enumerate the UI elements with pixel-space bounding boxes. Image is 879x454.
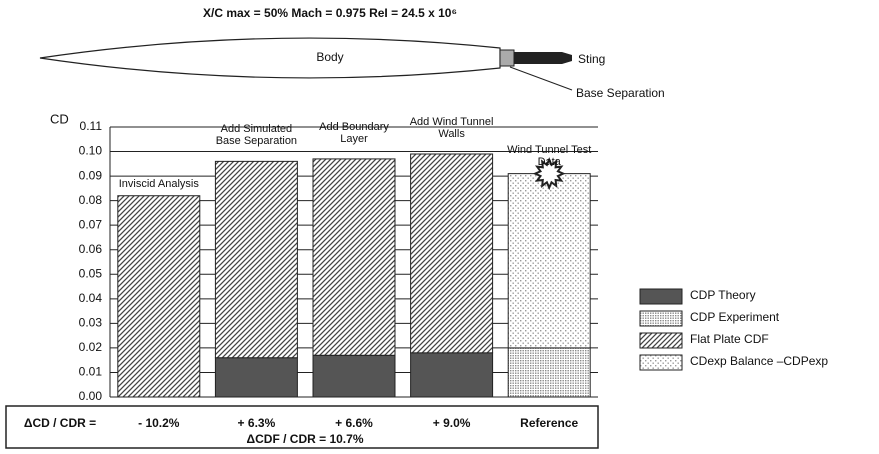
conditions: X/C max = 50% Mach = 0.975 ReI = 24.5 x … xyxy=(203,6,457,20)
legend-swatch xyxy=(639,354,683,371)
category-label: Add Boundary Layer xyxy=(319,120,389,145)
delta-box xyxy=(5,405,599,449)
bar-segment xyxy=(117,195,201,398)
base-separation-label: Base Separation xyxy=(576,86,665,100)
y-tick-label: 0.08 xyxy=(79,193,103,207)
delta-value: + 6.3% xyxy=(238,416,276,430)
legend-swatch xyxy=(639,332,683,349)
pointer-line xyxy=(509,66,573,91)
bar-segment xyxy=(507,173,591,349)
legend-label: CDexp Balance –CDPexp xyxy=(690,354,828,368)
legend-label: CDP Theory xyxy=(690,288,756,302)
sting-label: Sting xyxy=(578,52,605,66)
legend-swatch xyxy=(639,288,683,305)
bar-segment xyxy=(410,153,494,354)
delta-value: Reference xyxy=(520,416,578,430)
y-tick-label: 0.06 xyxy=(79,242,103,256)
burst-marker xyxy=(532,157,566,191)
bar-segment xyxy=(214,357,298,398)
legend-swatch xyxy=(639,310,683,327)
y-tick-label: 0.01 xyxy=(79,365,103,379)
y-axis-label: CD xyxy=(50,111,69,126)
delta-value: + 6.6% xyxy=(335,416,373,430)
y-tick-label: 0.10 xyxy=(79,144,103,158)
bar-segment xyxy=(214,160,298,359)
sting-tip xyxy=(562,52,572,64)
body-shape xyxy=(39,37,501,79)
bar-segment xyxy=(507,347,591,398)
delta-value: - 10.2% xyxy=(138,416,180,430)
y-tick-label: 0.03 xyxy=(79,316,103,330)
y-tick-label: 0.02 xyxy=(79,340,103,354)
category-label: Add Wind Tunnel Walls xyxy=(409,116,494,140)
bar-segment xyxy=(312,354,396,398)
delta-value: + 9.0% xyxy=(433,416,471,430)
base-separation-shape xyxy=(499,49,515,67)
body-label: Body xyxy=(316,50,343,64)
category-label: Wind Tunnel Test Data xyxy=(507,143,592,168)
category-label: Inviscid Analysis xyxy=(118,177,199,190)
category-label: Add Simulated Base Separation xyxy=(215,123,298,148)
y-tick-label: 0.00 xyxy=(79,389,103,403)
delta-label: ΔCD / CDR = xyxy=(24,416,96,430)
legend-label: Flat Plate CDF xyxy=(690,332,769,346)
bar-segment xyxy=(410,352,494,398)
y-tick-label: 0.11 xyxy=(80,119,103,133)
bar-segment xyxy=(312,158,396,356)
y-tick-label: 0.05 xyxy=(79,266,103,280)
sting-shape xyxy=(514,52,562,64)
legend-label: CDP Experiment xyxy=(690,310,780,324)
y-tick-label: 0.07 xyxy=(79,217,103,231)
y-tick-label: 0.04 xyxy=(79,291,103,305)
y-tick-label: 0.09 xyxy=(79,168,103,182)
delta-note: ΔCDF / CDR = 10.7% xyxy=(247,432,364,446)
